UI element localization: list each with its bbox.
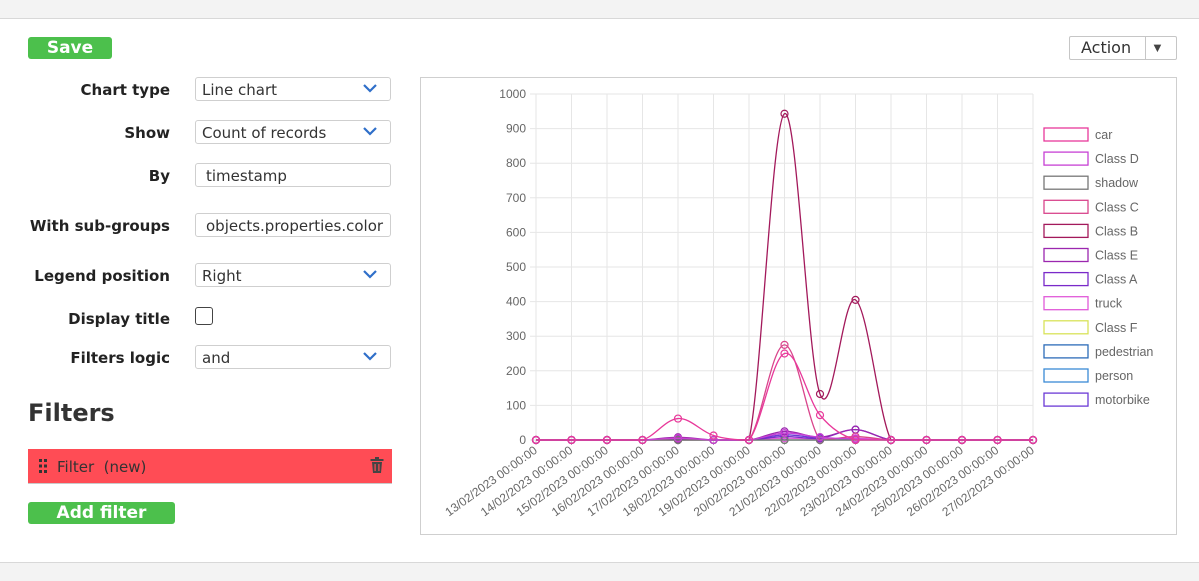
add-filter-button[interactable]: Add filter xyxy=(28,502,175,524)
sub-groups-label: With sub-groups xyxy=(29,217,170,235)
y-tick-label: 700 xyxy=(506,191,526,205)
y-tick-label: 300 xyxy=(506,329,526,343)
data-point xyxy=(815,433,825,442)
chevron-down-icon xyxy=(363,127,377,136)
save-button[interactable]: Save xyxy=(28,37,112,59)
show-value: Count of records xyxy=(202,124,327,142)
data-point xyxy=(886,435,896,445)
data-point xyxy=(957,435,967,445)
legend-swatch xyxy=(1043,247,1089,263)
data-point xyxy=(673,434,683,443)
legend-position-value: Right xyxy=(202,267,242,285)
filters-logic-label: Filters logic xyxy=(70,349,170,367)
by-label: By xyxy=(148,167,170,185)
chart-editor-panel: Save Action ▼ Chart type Line chart Show… xyxy=(0,18,1199,563)
action-separator xyxy=(1145,37,1146,59)
legend-swatch xyxy=(1043,223,1089,239)
data-point xyxy=(638,435,647,445)
legend-label: Class D xyxy=(1095,152,1139,166)
legend-label: Class E xyxy=(1095,249,1138,263)
legend-label: Class A xyxy=(1095,273,1138,287)
legend-label: car xyxy=(1095,128,1112,142)
line-chart: 0100200300400500600700800900100013/02/20… xyxy=(442,87,1153,519)
data-point xyxy=(531,435,541,445)
legend-swatch xyxy=(1043,271,1089,287)
chart-preview: 0 100 200 300 400 500 600 700 800 900 1000 13/02/20… xyxy=(420,77,1177,535)
legend-label: Class F xyxy=(1095,321,1138,335)
data-point xyxy=(709,431,718,440)
legend-position-label: Legend position xyxy=(34,267,170,285)
display-title-checkbox[interactable] xyxy=(195,307,213,325)
y-tick-label: 200 xyxy=(506,364,526,378)
filters-logic-select[interactable]: and xyxy=(195,345,391,369)
data-point xyxy=(602,435,612,445)
y-tick-label: 1000 xyxy=(499,87,526,101)
data-point xyxy=(709,435,718,445)
data-point xyxy=(815,389,825,399)
y-tick-label: 900 xyxy=(506,122,526,136)
data-point xyxy=(851,295,860,304)
drag-handle-icon[interactable] xyxy=(38,458,48,474)
legend-position-select[interactable]: Right xyxy=(195,263,391,287)
legend-swatch xyxy=(1043,368,1089,383)
series-line-car xyxy=(535,352,1033,441)
data-point xyxy=(780,349,789,358)
y-tick-label: 0 xyxy=(519,433,526,447)
data-point xyxy=(780,340,789,349)
y-tick-label: 400 xyxy=(506,295,526,309)
chart-type-value: Line chart xyxy=(202,81,278,99)
filter-item[interactable]: Filter (new) xyxy=(28,449,392,484)
legend-label: truck xyxy=(1095,297,1123,311)
data-point xyxy=(815,410,825,420)
legend-label: Class C xyxy=(1095,200,1139,214)
trash-icon[interactable] xyxy=(370,457,384,473)
y-tick-label: 500 xyxy=(506,260,526,274)
legend-swatch xyxy=(1043,175,1089,190)
filters-logic-value: and xyxy=(202,349,231,367)
y-tick-label: 600 xyxy=(506,225,526,239)
data-point xyxy=(780,109,789,118)
display-title-label: Display title xyxy=(68,310,170,328)
legend-swatch xyxy=(1043,296,1089,311)
legend-label: motorbike xyxy=(1095,393,1150,407)
legend-label: person xyxy=(1095,369,1133,383)
by-input[interactable]: timestamp xyxy=(195,163,391,187)
chevron-down-icon xyxy=(363,352,377,361)
chart-type-select[interactable]: Line chart xyxy=(195,77,391,101)
show-select[interactable]: Count of records xyxy=(195,120,391,144)
legend-swatch xyxy=(1043,199,1089,214)
action-dropdown-button[interactable]: Action ▼ xyxy=(1069,36,1177,60)
legend-swatch xyxy=(1043,151,1089,166)
action-label: Action xyxy=(1081,38,1132,57)
data-point xyxy=(993,435,1002,445)
data-point xyxy=(744,435,754,445)
caret-down-icon: ▼ xyxy=(1151,40,1164,55)
filter-label: Filter (new) xyxy=(57,458,147,476)
legend-label: pedestrian xyxy=(1095,345,1153,359)
legend-label: shadow xyxy=(1095,176,1139,190)
data-point xyxy=(780,428,789,438)
data-point xyxy=(922,435,931,445)
sub-groups-input[interactable]: objects.properties.color xyxy=(195,213,391,237)
data-point xyxy=(673,414,683,423)
show-label: Show xyxy=(124,124,170,142)
filters-heading: Filters xyxy=(28,399,115,427)
legend-swatch xyxy=(1043,344,1089,359)
legend-label: Class B xyxy=(1095,224,1138,238)
y-tick-label: 800 xyxy=(506,156,526,170)
data-point xyxy=(1028,435,1038,445)
legend-swatch xyxy=(1043,127,1089,142)
by-value: timestamp xyxy=(206,167,287,185)
chart-type-label: Chart type xyxy=(80,81,170,99)
y-tick-label: 100 xyxy=(506,398,526,412)
data-point xyxy=(851,435,860,445)
chevron-down-icon xyxy=(363,84,377,93)
chevron-down-icon xyxy=(363,270,377,279)
legend-swatch xyxy=(1043,392,1089,407)
data-point xyxy=(567,435,576,445)
legend-swatch xyxy=(1043,320,1089,335)
sub-groups-value: objects.properties.color xyxy=(206,217,384,235)
data-point xyxy=(815,435,825,445)
